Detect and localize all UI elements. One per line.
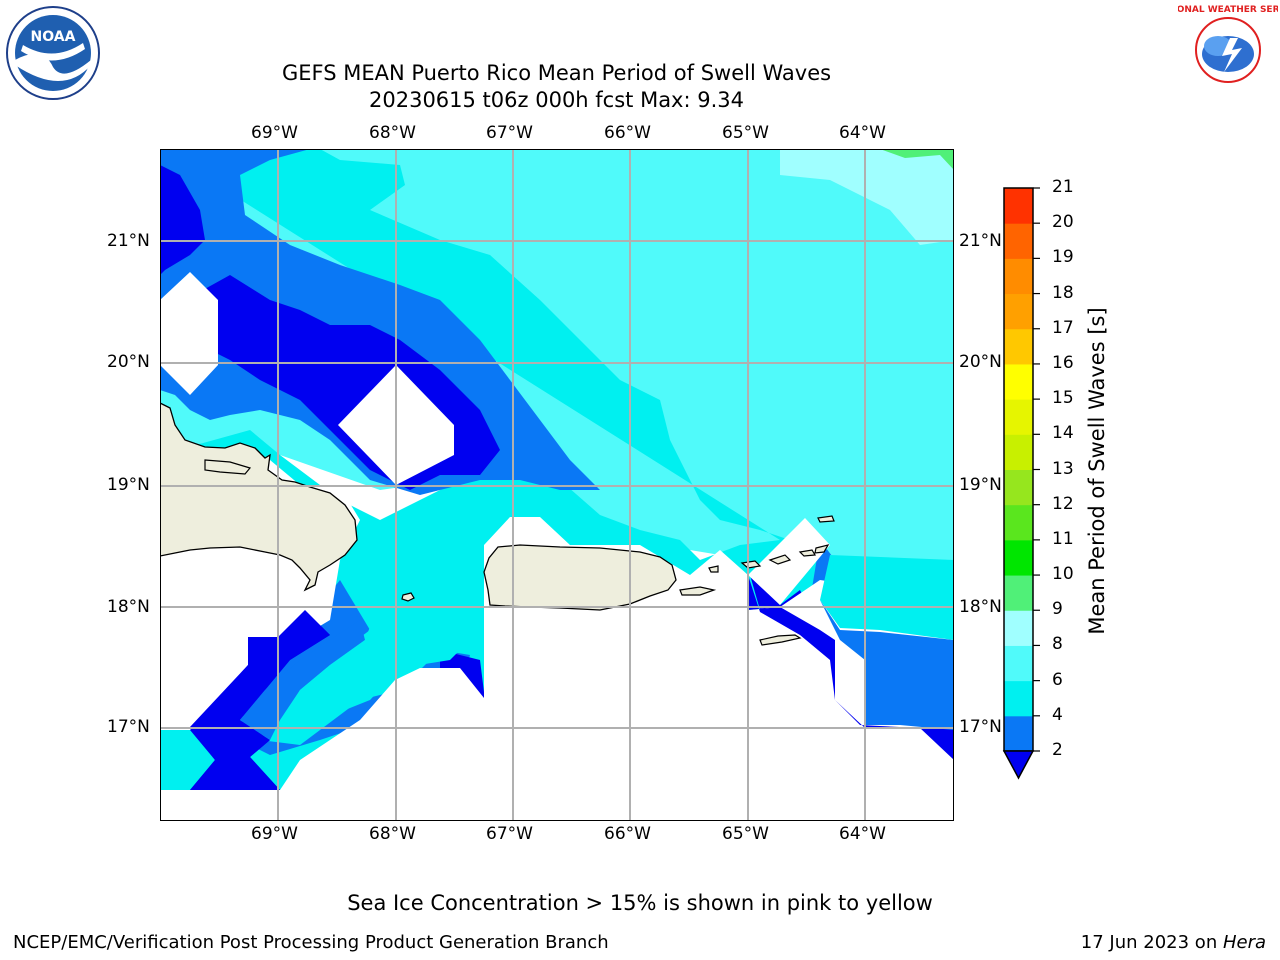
lat-label-right: 17°N <box>959 717 1002 737</box>
contour-2-4 <box>240 620 365 740</box>
footer-date: 17 Jun 2023 on Hera <box>1081 932 1266 953</box>
lat-label-left: 21°N <box>107 231 150 251</box>
colorbar-tick-label: 4 <box>1052 704 1063 725</box>
colorbar-tick-label: 9 <box>1052 599 1063 620</box>
lon-label-top: 68°W <box>369 123 416 143</box>
lat-label-right: 19°N <box>959 475 1002 495</box>
colorbar-tick-label: 15 <box>1052 388 1074 409</box>
contour-4-6 <box>275 600 470 735</box>
hispaniola-land <box>160 402 358 592</box>
lon-label-bottom: 65°W <box>722 824 769 844</box>
footer-date-text: 17 Jun 2023 on <box>1080 932 1223 953</box>
lon-label-top: 69°W <box>251 123 298 143</box>
no-data-hole <box>160 517 954 821</box>
lon-label-top: 67°W <box>486 123 533 143</box>
footer-credit: NCEP/EMC/Verification Post Processing Pr… <box>13 932 609 953</box>
colorbar-tick-label: 10 <box>1052 564 1074 585</box>
svg-text:NOAA: NOAA <box>31 29 76 45</box>
colorbar-band <box>1004 504 1033 541</box>
lat-label-left: 17°N <box>107 717 150 737</box>
contour-4-6 <box>820 555 954 640</box>
colorbar <box>1002 187 1040 780</box>
vieques-island <box>679 586 717 596</box>
lon-label-bottom: 68°W <box>369 824 416 844</box>
colorbar-tick-label: 11 <box>1052 528 1074 549</box>
nws-logo-text: NATIONAL WEATHER SERVICE <box>1178 5 1278 15</box>
colorbar-band <box>1004 293 1033 330</box>
lat-label-right: 21°N <box>959 231 1002 251</box>
mona-island <box>401 592 415 602</box>
lon-label-bottom: 66°W <box>604 824 651 844</box>
virgin-islands <box>740 515 835 569</box>
lon-label-top: 66°W <box>604 123 651 143</box>
lat-label-left: 18°N <box>107 597 150 617</box>
colorbar-tick-label: 8 <box>1052 634 1063 655</box>
colorbar-tick-label: 18 <box>1052 282 1074 303</box>
colorbar-tick-label: 2 <box>1052 740 1063 760</box>
gonave-island <box>204 459 252 475</box>
colorbar-tick-label: 16 <box>1052 352 1074 373</box>
colorbar-band <box>1004 469 1033 506</box>
contour-below-2 <box>160 165 205 275</box>
colorbar-band <box>1004 680 1033 717</box>
colorbar-band <box>1004 539 1033 576</box>
plot-title: GEFS MEAN Puerto Rico Mean Period of Swe… <box>281 61 832 85</box>
colorbar-tick-label: 21 <box>1052 177 1074 197</box>
lat-label-right: 18°N <box>959 597 1002 617</box>
noaa-logo: NOAA <box>3 5 103 105</box>
lat-label-left: 19°N <box>107 475 150 495</box>
contour-2-4 <box>240 580 470 755</box>
colorbar-tick-label: 20 <box>1052 212 1074 233</box>
nws-logo: NATIONAL WEATHER SERVICE <box>1153 2 1280 100</box>
colorbar-band <box>1004 575 1033 611</box>
contour-8-9 <box>780 149 954 245</box>
colorbar-tick-label: 14 <box>1052 423 1074 444</box>
lon-label-bottom: 69°W <box>251 824 298 844</box>
lon-label-top: 65°W <box>722 123 769 143</box>
lon-label-bottom: 67°W <box>486 824 533 844</box>
contour-9-10 <box>880 149 954 170</box>
colorbar-tick-label: 13 <box>1052 458 1074 479</box>
colorbar-band <box>1004 188 1033 224</box>
contour-2-4 <box>820 600 954 730</box>
colorbar-tick-label: 17 <box>1052 317 1074 338</box>
footer-host: Hera <box>1222 932 1266 953</box>
colorbar-band <box>1004 223 1033 259</box>
colorbar-band <box>1004 399 1033 435</box>
map-gridlines <box>160 149 954 821</box>
colorbar-extend-triangle <box>1002 750 1035 780</box>
culebra-island <box>708 565 719 573</box>
colorbar-band <box>1004 363 1033 400</box>
noaa-logo-icon: NOAA <box>6 6 100 100</box>
colorbar-tick-label: 19 <box>1052 247 1074 268</box>
st-croix-island <box>759 634 802 646</box>
lat-label-right: 20°N <box>959 352 1002 372</box>
lat-label-left: 20°N <box>107 352 150 372</box>
plot-subtitle: 20230615 t06z 000h fcst Max: 9.34 <box>369 88 744 112</box>
no-data-hole <box>160 272 218 395</box>
colorbar-tick-label: 6 <box>1052 669 1063 690</box>
lon-label-top: 64°W <box>839 123 886 143</box>
contour-below-2 <box>190 610 330 790</box>
contour-below-2 <box>748 575 954 760</box>
colorbar-band <box>1004 645 1033 682</box>
puerto-rico-land <box>483 544 677 611</box>
no-data-hole <box>748 518 830 605</box>
colorbar-band <box>1004 715 1033 752</box>
colorbar-band <box>1004 610 1033 646</box>
contour-2-4 <box>160 149 600 495</box>
colorbar-band <box>1004 328 1033 365</box>
nws-logo-icon: NATIONAL WEATHER SERVICE <box>1153 5 1280 94</box>
lon-label-bottom: 64°W <box>839 824 886 844</box>
colorbar-tick-labels: 2 4 6 8 9 10 11 12 13 14 15 16 17 18 19 20 21 <box>1052 0 1092 960</box>
swell-period-map <box>160 149 954 821</box>
colorbar-tick-label: 12 <box>1052 493 1074 514</box>
colorbar-band <box>1004 258 1033 295</box>
colorbar-band <box>1004 434 1033 470</box>
sea-ice-caption: Sea Ice Concentration > 15% is shown in … <box>347 891 933 915</box>
